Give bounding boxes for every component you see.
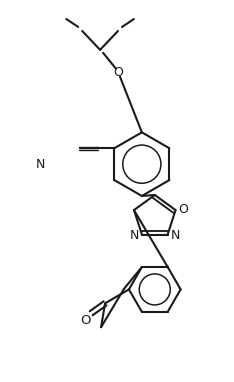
Text: O: O [113, 66, 123, 79]
Text: N: N [129, 229, 139, 242]
Text: O: O [179, 202, 188, 215]
Text: N: N [36, 158, 45, 171]
Text: N: N [171, 229, 180, 242]
Text: O: O [80, 314, 90, 327]
